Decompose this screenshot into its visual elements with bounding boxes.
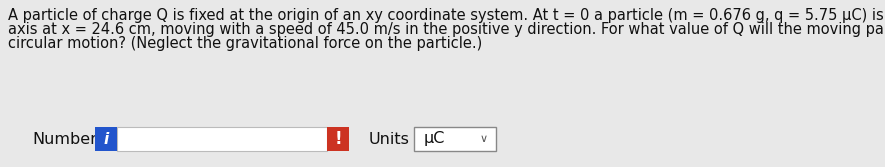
Text: μC: μC (424, 131, 445, 146)
Text: ∨: ∨ (480, 134, 488, 144)
Text: Number: Number (32, 131, 96, 146)
FancyBboxPatch shape (95, 127, 117, 151)
Text: !: ! (335, 130, 342, 148)
FancyBboxPatch shape (414, 127, 496, 151)
Text: circular motion? (Neglect the gravitational force on the particle.): circular motion? (Neglect the gravitatio… (8, 36, 482, 51)
FancyBboxPatch shape (117, 127, 327, 151)
FancyBboxPatch shape (327, 127, 349, 151)
Text: axis at x = 24.6 cm, moving with a speed of 45.0 m/s in the positive y direction: axis at x = 24.6 cm, moving with a speed… (8, 22, 885, 37)
Text: i: i (104, 131, 109, 146)
Text: A particle of charge Q is fixed at the origin of an xy coordinate system. At t =: A particle of charge Q is fixed at the o… (8, 8, 885, 23)
Text: Units: Units (369, 131, 410, 146)
